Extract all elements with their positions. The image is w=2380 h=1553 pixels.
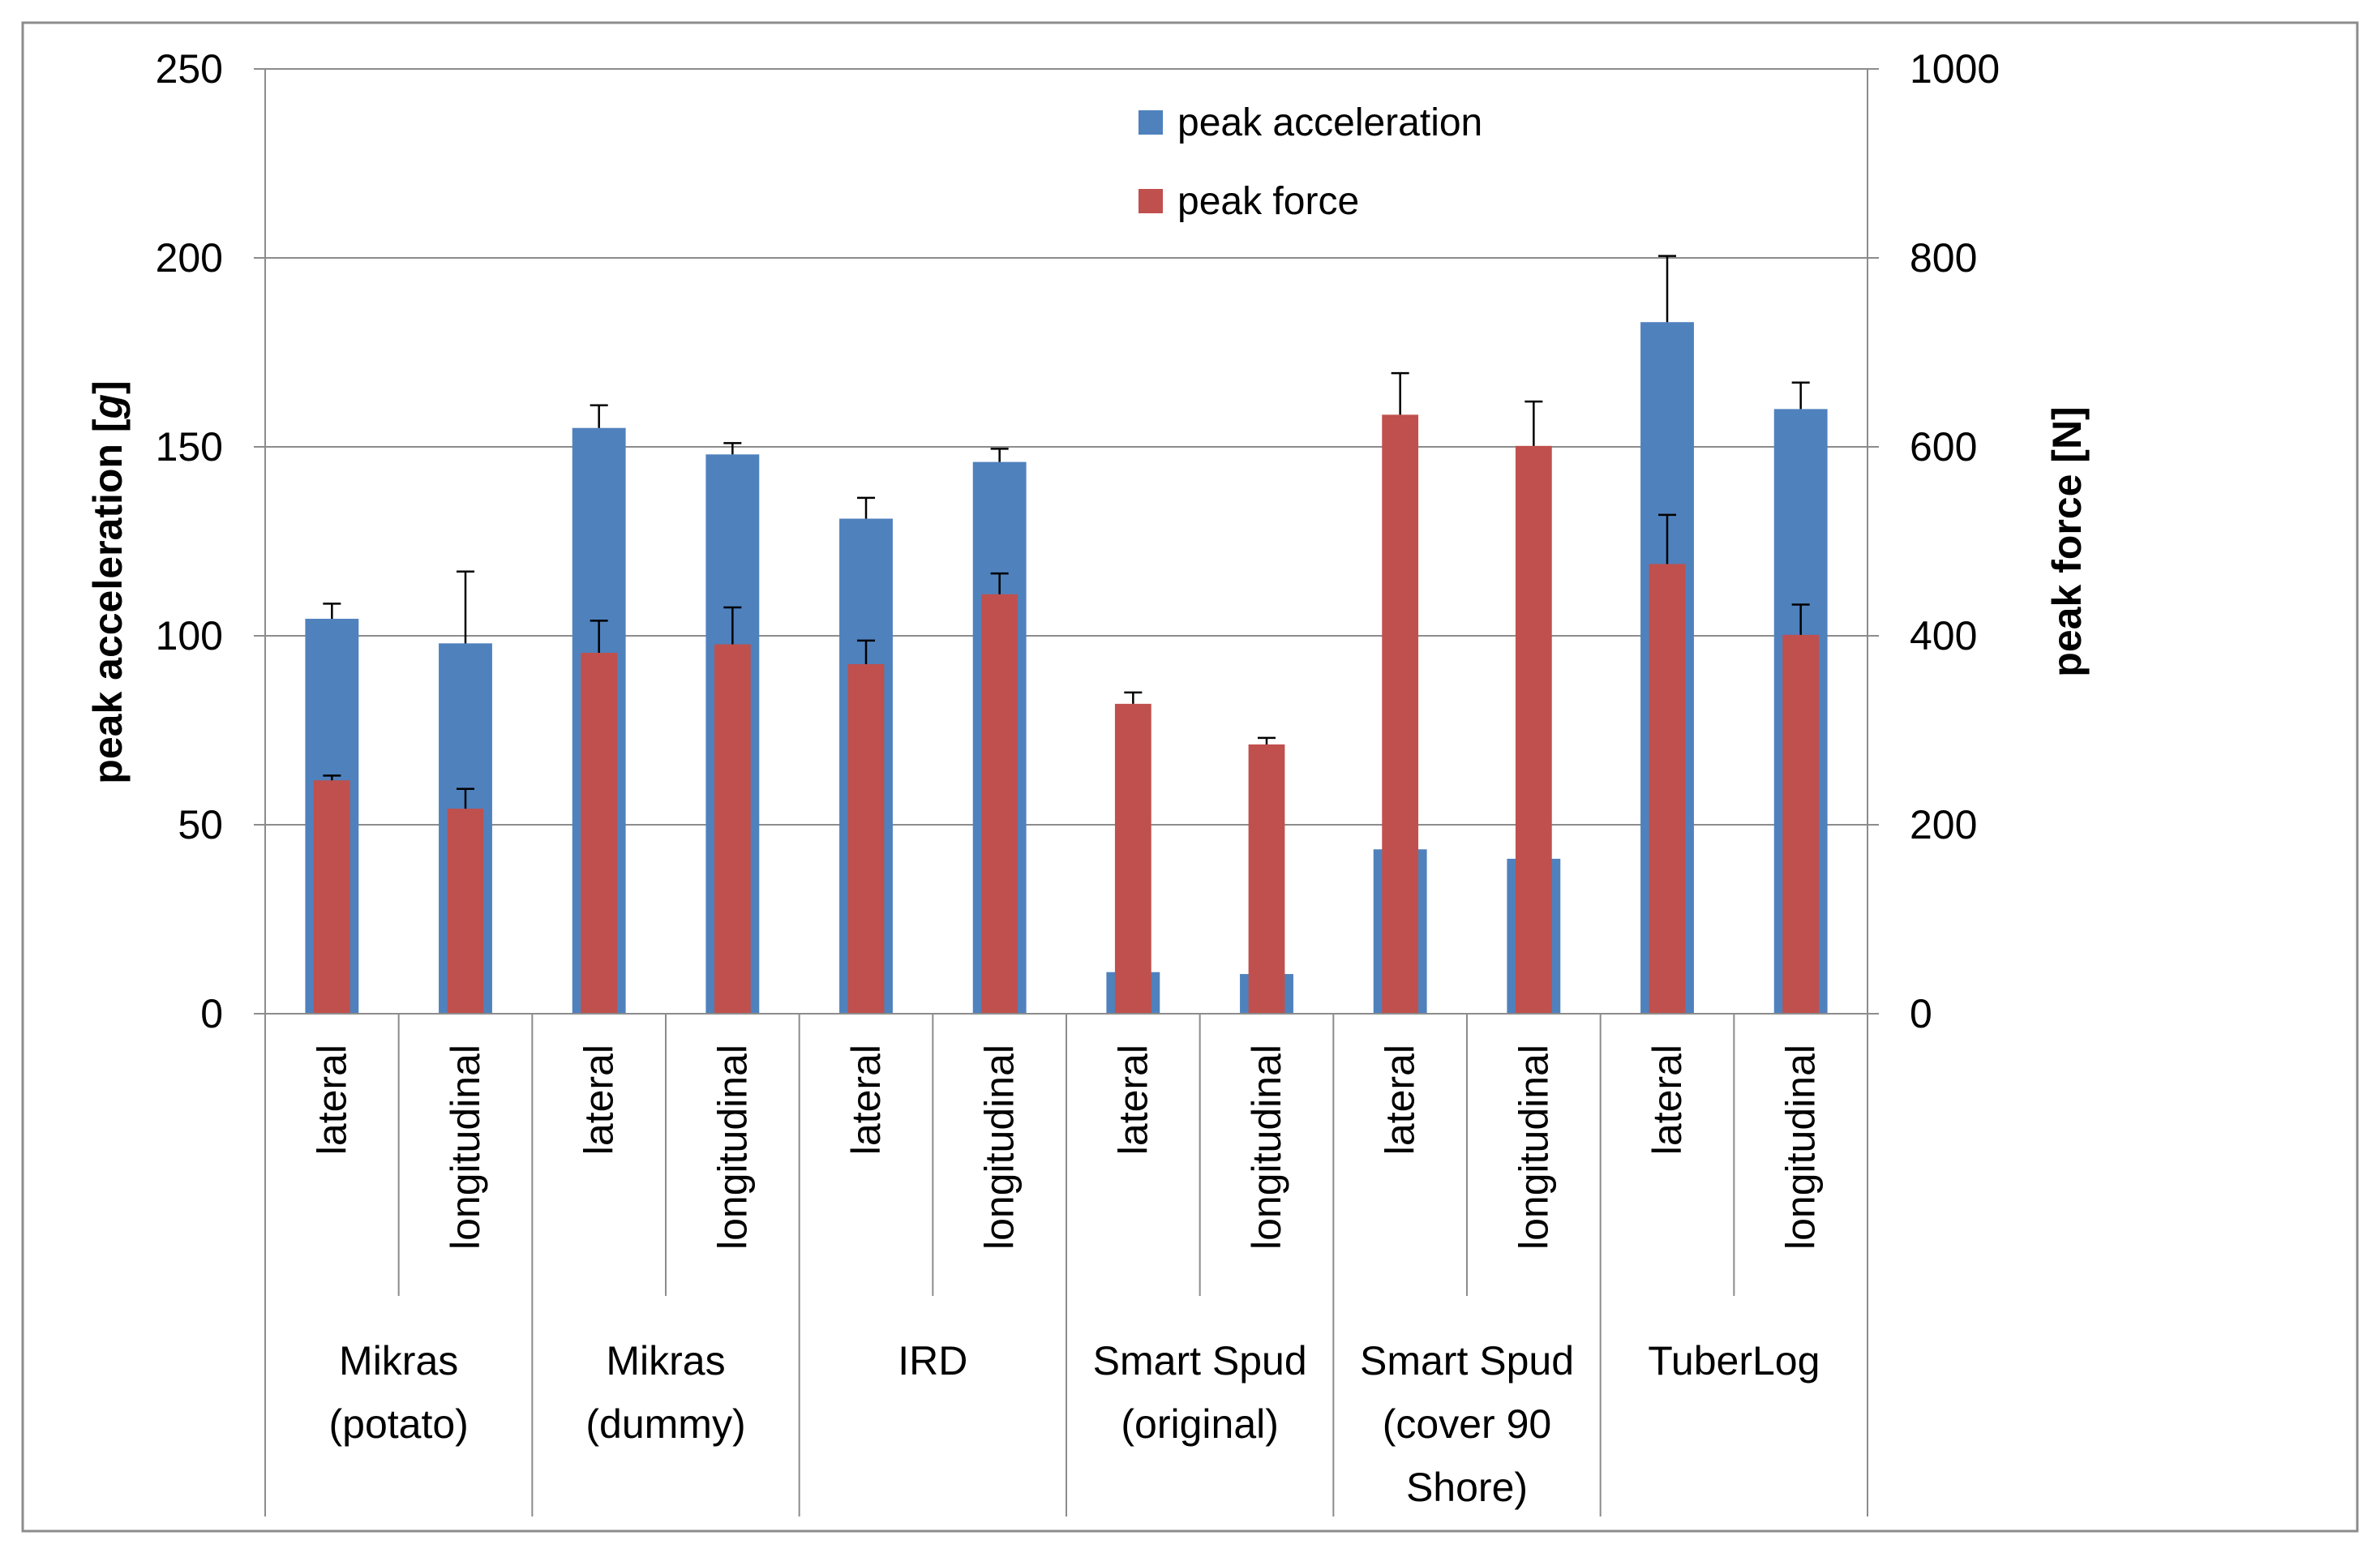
bar-peak-force-5 bbox=[981, 594, 1018, 1014]
axis-labels: 0 0 50 200 100 400 150 600 200 800 250 1000 lateral l… bbox=[156, 46, 2000, 1510]
y-left-tick-label: 100 bbox=[156, 613, 223, 659]
group-label-line: (cover 90 bbox=[1383, 1401, 1551, 1447]
category-label: lateral bbox=[1110, 1045, 1156, 1155]
category-label: lateral bbox=[1645, 1045, 1690, 1155]
bar-peak-force-2 bbox=[581, 652, 618, 1014]
category-label: lateral bbox=[309, 1045, 354, 1155]
category-label: longitudinal bbox=[443, 1045, 488, 1250]
bar-peak-force-8 bbox=[1382, 414, 1419, 1014]
category-label: lateral bbox=[577, 1045, 622, 1155]
y-left-tick-label: 250 bbox=[156, 46, 223, 92]
bar-peak-force-1 bbox=[447, 809, 484, 1014]
group-label-line: IRD bbox=[898, 1338, 967, 1384]
group-label-line: (original) bbox=[1121, 1401, 1279, 1447]
y-left-tick-label: 200 bbox=[156, 235, 223, 281]
bar-peak-force-11 bbox=[1782, 634, 1820, 1014]
bar-peak-force-10 bbox=[1649, 564, 1686, 1014]
bar-peak-force-6 bbox=[1114, 703, 1151, 1014]
bar-peak-force-9 bbox=[1515, 445, 1552, 1014]
group-label-line: (potato) bbox=[329, 1401, 469, 1447]
legend: peak acceleration peak force bbox=[1139, 101, 1482, 223]
category-label: longitudinal bbox=[977, 1045, 1023, 1250]
y-left-tick-label: 0 bbox=[200, 991, 223, 1036]
category-label: longitudinal bbox=[1511, 1045, 1556, 1250]
legend-swatch-peak-force bbox=[1139, 189, 1163, 213]
axes bbox=[254, 68, 1879, 1517]
gridlines bbox=[265, 68, 1868, 826]
group-label-line: (dummy) bbox=[585, 1401, 745, 1447]
legend-label-peak-force: peak force bbox=[1177, 180, 1359, 223]
category-label: longitudinal bbox=[1778, 1045, 1824, 1250]
group-label-line: Smart Spud bbox=[1360, 1338, 1574, 1384]
group-label-line: TuberLog bbox=[1648, 1338, 1820, 1384]
y-right-tick-label: 0 bbox=[1910, 991, 1932, 1036]
group-label-line: Smart Spud bbox=[1093, 1338, 1307, 1384]
y-left-tick-label: 50 bbox=[178, 802, 223, 847]
category-label: lateral bbox=[843, 1045, 889, 1155]
y-right-tick-label: 1000 bbox=[1910, 46, 2000, 92]
y-axis-left-title: peak acceleration [g] bbox=[85, 380, 131, 783]
y-right-tick-label: 600 bbox=[1910, 424, 1977, 470]
y-axis-left-title-unit: g bbox=[85, 394, 131, 420]
y-right-tick-label: 400 bbox=[1910, 613, 1977, 659]
y-axis-right-title: peak force [N] bbox=[2044, 406, 2090, 676]
bar-peak-force-3 bbox=[714, 644, 751, 1014]
category-label: lateral bbox=[1378, 1045, 1423, 1155]
y-right-tick-label: 800 bbox=[1910, 235, 1977, 281]
y-axis-left-title-prefix: peak acceleration [ bbox=[85, 418, 131, 784]
bar-peak-force-7 bbox=[1248, 744, 1285, 1014]
group-label-line: Shore) bbox=[1406, 1465, 1528, 1510]
category-label: longitudinal bbox=[1244, 1045, 1289, 1250]
group-label-line: Mikras bbox=[606, 1338, 725, 1384]
legend-swatch-peak-acceleration bbox=[1139, 110, 1163, 135]
group-label-line: Mikras bbox=[339, 1338, 458, 1384]
y-left-tick-label: 150 bbox=[156, 424, 223, 470]
bar-peak-force-4 bbox=[847, 663, 885, 1014]
bars bbox=[305, 255, 1828, 1015]
bar-peak-force-0 bbox=[313, 780, 350, 1014]
legend-label-peak-acceleration: peak acceleration bbox=[1177, 101, 1482, 144]
chart-border bbox=[21, 21, 2359, 1533]
category-label: longitudinal bbox=[710, 1045, 755, 1250]
y-right-tick-label: 200 bbox=[1910, 802, 1977, 847]
y-axis-left-title-suffix: ] bbox=[85, 380, 131, 394]
